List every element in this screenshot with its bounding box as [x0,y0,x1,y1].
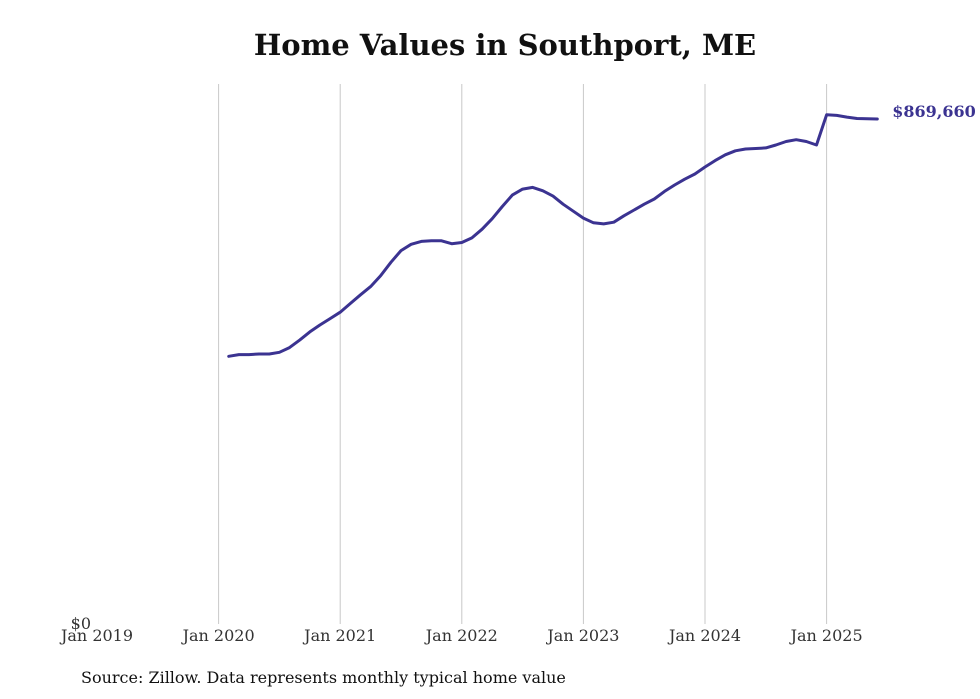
x-tick-label: Jan 2021 [302,626,376,645]
end-value-label: $869,660 [892,102,976,121]
x-tick-label: Jan 2023 [545,626,619,645]
gridlines [218,84,828,624]
x-tick-label: Jan 2019 [59,626,133,645]
chart-title: Home Values in Southport, ME [253,28,757,62]
y-tick-label: $0 [71,614,91,633]
x-tick-label: Jan 2024 [667,626,741,645]
series-line [227,113,879,358]
x-tick-label: Jan 2020 [181,626,255,645]
x-tick-label: Jan 2022 [424,626,498,645]
source-note: Source: Zillow. Data represents monthly … [81,668,566,687]
x-axis-ticks: Jan 2019 Jan 2020 Jan 2021 Jan 2022 Jan 2023… [59,626,863,645]
x-tick-label: Jan 2025 [789,626,863,645]
